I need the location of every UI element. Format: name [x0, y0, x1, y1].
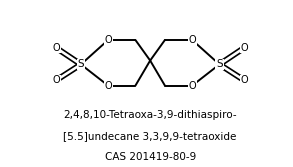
Text: O: O: [52, 75, 60, 86]
Text: S: S: [216, 59, 223, 69]
Text: O: O: [104, 35, 112, 45]
Text: O: O: [188, 35, 196, 45]
Text: CAS 201419-80-9: CAS 201419-80-9: [105, 152, 196, 162]
Text: O: O: [104, 81, 112, 91]
Text: O: O: [52, 43, 60, 53]
Text: O: O: [241, 75, 248, 86]
Text: [5.5]undecane 3,3,9,9-tetraoxide: [5.5]undecane 3,3,9,9-tetraoxide: [64, 131, 237, 141]
Text: 2,4,8,10-Tetraoxa-3,9-dithiaspiro-: 2,4,8,10-Tetraoxa-3,9-dithiaspiro-: [63, 110, 237, 120]
Text: S: S: [78, 59, 84, 69]
Text: O: O: [241, 43, 248, 53]
Text: O: O: [188, 81, 196, 91]
